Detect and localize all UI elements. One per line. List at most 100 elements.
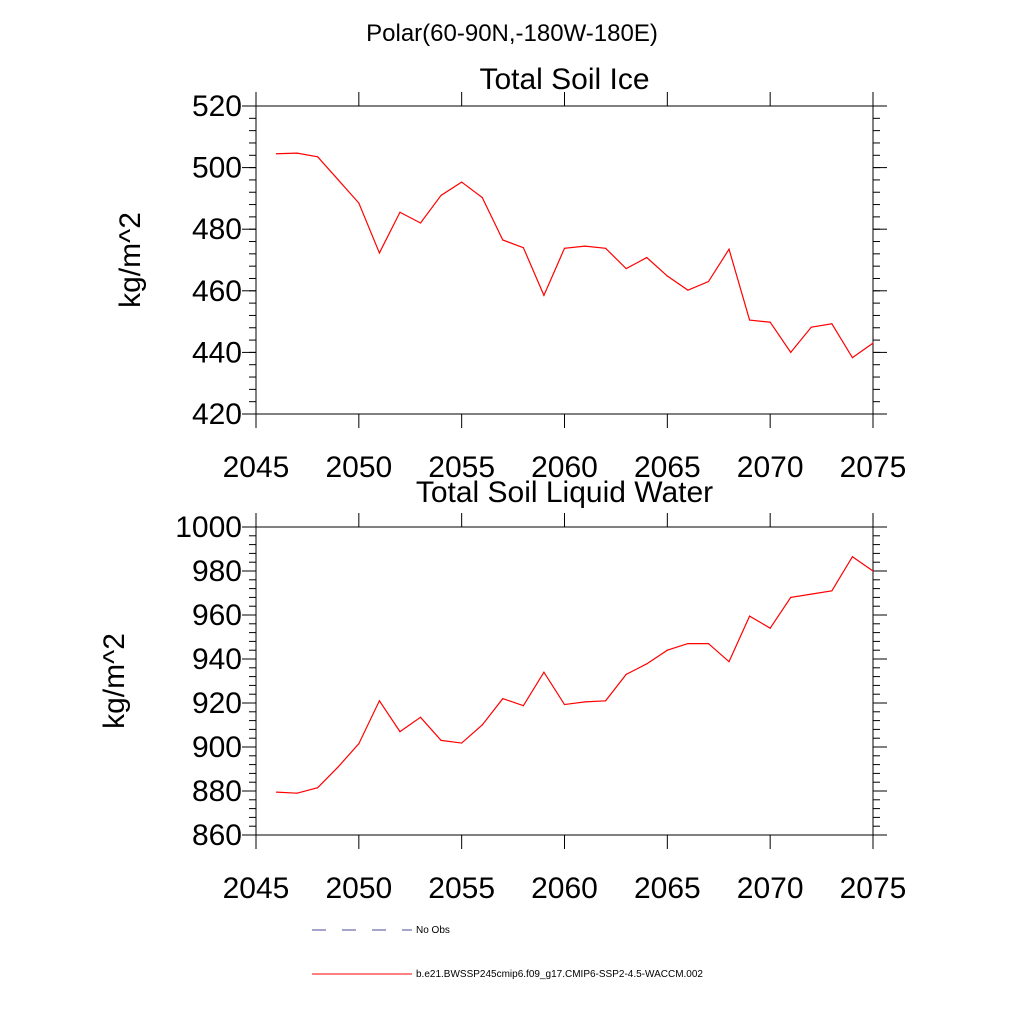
data-point bbox=[625, 673, 627, 676]
legend-obs-label: No Obs bbox=[416, 925, 450, 936]
plot-total-soil-liquid-water: Total Soil Liquid Water kg/m^2 860 880 900 92… bbox=[98, 476, 906, 905]
data-point bbox=[872, 342, 874, 344]
data-point bbox=[646, 663, 648, 665]
data-point bbox=[687, 289, 689, 291]
data-point bbox=[317, 787, 319, 789]
data-point bbox=[543, 294, 545, 297]
data-point bbox=[275, 791, 278, 793]
data-point bbox=[810, 326, 812, 328]
data-point bbox=[646, 256, 648, 259]
data-point bbox=[790, 596, 792, 599]
data-point bbox=[358, 202, 360, 204]
data-point bbox=[399, 731, 401, 733]
y-tick-label: 940 bbox=[192, 643, 242, 676]
data-point bbox=[378, 252, 380, 254]
data-point bbox=[790, 351, 792, 353]
data-point bbox=[563, 247, 566, 249]
data-point bbox=[625, 268, 627, 270]
data-point bbox=[481, 724, 483, 726]
plot-total-soil-ice: Total Soil Ice kg/m^2 420 440 460 480 500 520 20… bbox=[114, 63, 906, 484]
data-point bbox=[851, 357, 854, 359]
y-axis-label: kg/m^2 bbox=[98, 633, 131, 729]
data-point bbox=[502, 698, 504, 700]
data-point bbox=[296, 152, 298, 154]
data-point bbox=[419, 222, 422, 224]
legend: No Obs b.e21.BWSSP245cmip6.f09_g17.CMIP6… bbox=[312, 925, 703, 980]
data-point bbox=[666, 275, 668, 277]
plot-frame bbox=[255, 526, 874, 836]
y-tick-label: 900 bbox=[192, 731, 242, 764]
y-tick-label: 460 bbox=[192, 275, 242, 308]
data-point bbox=[584, 245, 586, 247]
data-point bbox=[707, 643, 710, 645]
data-point bbox=[605, 700, 607, 702]
data-point bbox=[481, 196, 483, 199]
data-point bbox=[378, 700, 380, 702]
data-point bbox=[522, 247, 524, 249]
chart-title: Total Soil Liquid Water bbox=[416, 476, 713, 509]
y-tick-label: 860 bbox=[192, 819, 242, 852]
data-point bbox=[317, 156, 319, 158]
data-point bbox=[831, 590, 833, 592]
data-point bbox=[419, 716, 422, 718]
data-point bbox=[728, 248, 730, 250]
x-tick-label: 2055 bbox=[428, 451, 495, 484]
data-point bbox=[728, 661, 730, 663]
data-point bbox=[769, 321, 771, 323]
y-tick-label: 880 bbox=[192, 775, 242, 808]
data-point bbox=[275, 153, 278, 155]
data-point bbox=[461, 181, 463, 183]
y-tick-label: 980 bbox=[192, 555, 242, 588]
data-point bbox=[810, 593, 812, 595]
x-tick-label: 2045 bbox=[223, 451, 290, 484]
y-tick-label: 500 bbox=[192, 152, 242, 185]
data-point bbox=[851, 556, 854, 558]
data-point bbox=[440, 194, 442, 196]
x-tick-label: 2065 bbox=[634, 872, 701, 905]
x-tick-label: 2050 bbox=[325, 451, 392, 484]
x-tick-label: 2075 bbox=[840, 451, 907, 484]
x-tick-label: 2060 bbox=[531, 872, 598, 905]
legend-model-label: b.e21.BWSSP245cmip6.f09_g17.CMIP6-SSP2-4… bbox=[416, 969, 703, 980]
x-tick-label: 2055 bbox=[428, 872, 495, 905]
chart-title: Total Soil Ice bbox=[479, 63, 649, 96]
x-tick-label: 2045 bbox=[223, 872, 290, 905]
y-tick-label: 420 bbox=[192, 398, 242, 431]
y-tick-label: 1000 bbox=[175, 511, 242, 544]
figure-title: Polar(60-90N,-180W-180E) bbox=[366, 20, 658, 47]
data-point bbox=[687, 643, 689, 645]
data-point bbox=[749, 615, 751, 617]
plot-frame bbox=[255, 105, 874, 415]
data-point bbox=[666, 649, 668, 651]
y-tick-label: 520 bbox=[192, 90, 242, 123]
data-point bbox=[769, 627, 771, 629]
data-point bbox=[358, 743, 360, 745]
data-point bbox=[584, 701, 586, 703]
data-point bbox=[749, 319, 751, 321]
x-tick-label: 2070 bbox=[737, 872, 804, 905]
data-point bbox=[399, 211, 401, 213]
data-point bbox=[296, 792, 298, 794]
data-point bbox=[522, 705, 524, 707]
y-axis-label: kg/m^2 bbox=[114, 212, 147, 308]
x-tick-label: 2050 bbox=[325, 872, 392, 905]
data-point bbox=[605, 247, 607, 249]
x-tick-label: 2075 bbox=[840, 872, 907, 905]
y-tick-label: 440 bbox=[192, 336, 242, 369]
data-point bbox=[563, 703, 566, 706]
x-tick-label: 2065 bbox=[634, 451, 701, 484]
y-tick-label: 920 bbox=[192, 687, 242, 720]
data-point bbox=[337, 179, 339, 181]
data-point bbox=[543, 671, 545, 673]
data-point bbox=[461, 742, 463, 744]
y-tick-label: 480 bbox=[192, 213, 242, 246]
data-point bbox=[337, 766, 339, 768]
series-line bbox=[276, 555, 874, 794]
series-line bbox=[276, 152, 874, 359]
x-tick-label: 2060 bbox=[531, 451, 598, 484]
x-tick-label: 2070 bbox=[737, 451, 804, 484]
y-tick-label: 960 bbox=[192, 599, 242, 632]
data-point bbox=[502, 239, 504, 241]
